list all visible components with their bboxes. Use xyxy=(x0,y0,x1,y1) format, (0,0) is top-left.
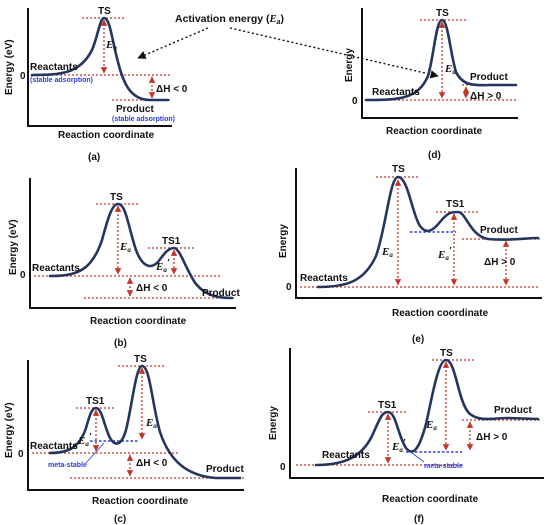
product-label-b: Product xyxy=(202,288,240,299)
reactants-label-a: Reactants xyxy=(30,62,78,73)
y-axis-label-b: Energy (eV) xyxy=(8,219,19,275)
ea2-label-e: Ea′ xyxy=(437,245,452,262)
ts1-label-c: TS1 xyxy=(86,396,105,407)
zero-label-d: 0 xyxy=(352,96,358,107)
y-axis-label-c: Energy (eV) xyxy=(4,402,15,458)
curve-b xyxy=(48,202,234,300)
ea2-label-c: Ea′ xyxy=(77,431,92,448)
curve-d xyxy=(364,18,518,102)
ea-label-c: Ea xyxy=(145,417,157,430)
axes-b xyxy=(29,178,236,309)
reactants-label-b: Reactants xyxy=(32,263,80,274)
y-axis-label-a: Energy (eV) xyxy=(4,39,15,95)
ea2-label-b: Ea′ xyxy=(155,257,170,274)
axes-f xyxy=(289,348,544,479)
ea-label-f: Ea xyxy=(425,419,437,432)
ea-label-a: Ea xyxy=(105,39,117,52)
reactants-label-f: Reactants xyxy=(322,450,370,461)
header-pointer-d xyxy=(229,27,439,79)
ts-label-b: TS xyxy=(110,192,123,203)
dh-label-a: ΔH < 0 xyxy=(156,84,188,95)
reactants-label-d: Reactants xyxy=(372,87,420,98)
activation-energy-header: Activation energy (Ea) xyxy=(137,13,439,79)
meta-stable-label-f: meta-stable xyxy=(424,463,463,470)
product-note-a: (stable adsorption) xyxy=(112,116,175,123)
dh-label-b: ΔH < 0 xyxy=(136,283,168,294)
product-label-a: Product xyxy=(116,104,154,115)
axes-e xyxy=(295,168,542,299)
axes-d xyxy=(361,8,518,119)
x-axis-label-f: Reaction coordinate xyxy=(382,494,479,505)
ts-label-d: TS xyxy=(436,8,449,19)
ea-label-d: Ea xyxy=(444,63,456,76)
zero-label-a: 0 xyxy=(20,71,26,82)
zero-label-b: 0 xyxy=(20,270,26,281)
x-axis-label-b: Reaction coordinate xyxy=(90,316,187,327)
ea2-label-f: Ea′ xyxy=(391,437,406,454)
x-axis-label-c: Reaction coordinate xyxy=(92,496,189,507)
reactants-label-e: Reactants xyxy=(300,273,348,284)
dh-label-d: ΔH > 0 xyxy=(470,91,502,102)
curve-e xyxy=(316,175,540,289)
panel-a: Energy (eV) 0 Reaction coordinate (a) TS… xyxy=(4,6,188,163)
caption-f: (f) xyxy=(414,514,424,525)
x-axis-label-e: Reaction coordinate xyxy=(392,308,489,319)
y-axis-label-d: Energy xyxy=(344,48,355,82)
panel-d: Energy 0 Reaction coordinate (d) TS Ea R… xyxy=(344,8,518,161)
dh-label-c: ΔH < 0 xyxy=(136,458,168,469)
x-axis-label-d: Reaction coordinate xyxy=(386,126,483,137)
ts-label-a: TS xyxy=(98,6,111,17)
panel-e: Energy 0 Reaction coordinate (e) TS TS1 … xyxy=(278,164,542,345)
ea-label-e: Ea xyxy=(381,246,393,259)
ts1-label-b: TS1 xyxy=(162,236,181,247)
ts-label-e: TS xyxy=(392,164,405,175)
caption-a: (a) xyxy=(88,152,100,163)
panel-c: Energy (eV) 0 Reaction coordinate (c) TS… xyxy=(4,354,244,525)
product-label-d: Product xyxy=(470,72,508,83)
product-label-f: Product xyxy=(494,405,532,416)
reactants-label-c: Reactants xyxy=(30,441,78,452)
ts1-label-f: TS1 xyxy=(378,400,397,411)
ea-label-b: Ea xyxy=(119,241,131,254)
panel-f: Energy 0 Reaction coordinate (f) TS TS1 … xyxy=(268,348,544,525)
ts1-label-e: TS1 xyxy=(446,199,465,210)
y-axis-label-f: Energy xyxy=(268,406,279,440)
panel-b: Energy (eV) 0 Reaction coordinate (b) TS… xyxy=(8,178,240,349)
axes-c xyxy=(27,360,244,491)
curve-c xyxy=(48,364,242,480)
caption-c: (c) xyxy=(114,514,126,525)
x-axis-label-a: Reaction coordinate xyxy=(58,130,155,141)
zero-label-c: 0 xyxy=(18,449,24,460)
axes-a xyxy=(27,8,172,127)
product-label-c: Product xyxy=(206,464,244,475)
zero-label-e: 0 xyxy=(286,282,292,293)
zero-label-f: 0 xyxy=(280,462,286,473)
y-axis-label-e: Energy xyxy=(278,224,289,258)
caption-d: (d) xyxy=(428,150,441,161)
dh-label-f: ΔH > 0 xyxy=(476,432,508,443)
meta-stable-label-c: meta-stable xyxy=(48,462,87,469)
curve-f xyxy=(314,358,540,467)
reactants-note-a: (stable adsorption) xyxy=(30,77,93,84)
product-label-e: Product xyxy=(480,225,518,236)
caption-e: (e) xyxy=(412,334,424,345)
svg-text:Activation energy (Ea): Activation energy (Ea) xyxy=(175,13,284,26)
dh-label-e: ΔH > 0 xyxy=(484,257,516,268)
ts-label-c: TS xyxy=(134,354,147,365)
ts-label-f: TS xyxy=(440,348,453,359)
curve-a xyxy=(30,16,170,102)
header-pointer-a xyxy=(137,27,209,59)
caption-b: (b) xyxy=(114,338,127,349)
